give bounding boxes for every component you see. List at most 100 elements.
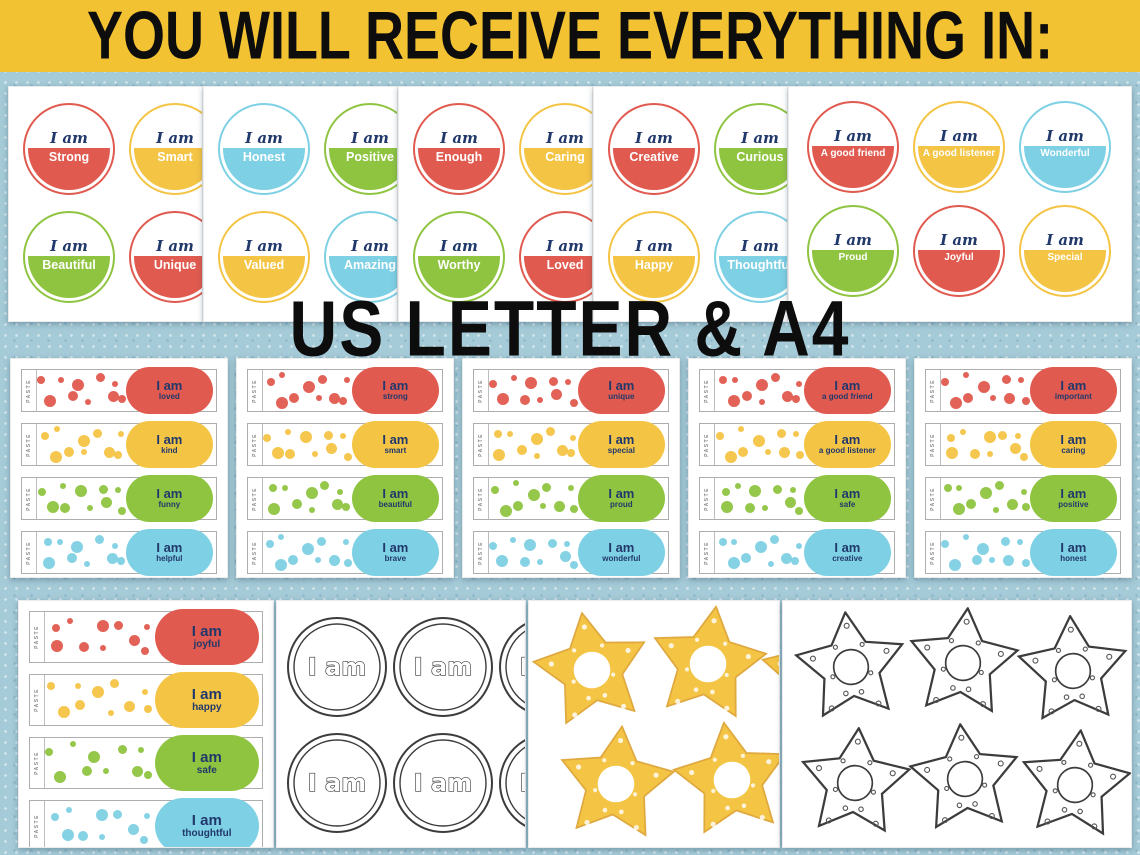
polka-dot [549, 377, 559, 387]
affirmation-word-band: Wonderful [1024, 146, 1106, 188]
polka-dot [302, 542, 315, 555]
strip-pill: I am unique [577, 367, 665, 414]
polka-dots [941, 424, 1031, 465]
paste-tab: PASTE [474, 478, 489, 519]
polka-dot [46, 500, 59, 513]
polka-dot [550, 388, 562, 400]
polka-dot [343, 452, 352, 461]
bracelet-strip: PASTE I am special [473, 421, 669, 468]
polka-dot [117, 744, 127, 754]
affirmation-word: Honest [242, 150, 286, 164]
polka-dot [1018, 377, 1025, 384]
strip-pill: I am positive [1029, 475, 1117, 522]
polka-dot [741, 390, 752, 401]
polka-dot [943, 483, 952, 492]
polka-dot [67, 390, 78, 401]
polka-dot [80, 448, 87, 455]
polka-dot [114, 450, 123, 459]
paste-tab: PASTE [700, 370, 715, 411]
affirmation-word: Valued [243, 258, 285, 272]
paste-tab: PASTE [926, 370, 941, 411]
polka-dot [92, 429, 102, 439]
affirmation-word: beautiful [378, 499, 413, 509]
polka-dot [78, 831, 89, 841]
affirmation-prefix: I am [940, 127, 978, 145]
affirmation-prefix: I am [50, 129, 88, 147]
polka-dots [263, 478, 353, 519]
strip-pill: I am funny [125, 475, 213, 522]
affirmation-circle-inner: I am Positive [329, 108, 397, 190]
polka-dot [285, 448, 296, 459]
polka-dot [37, 487, 46, 496]
affirmation-prefix: I am [834, 540, 861, 556]
polka-dot [738, 446, 749, 457]
polka-dot [128, 635, 140, 646]
affirmation-prefix: I am [546, 129, 584, 147]
affirmation-word-band: Strong [28, 148, 110, 190]
polka-dot [513, 480, 520, 487]
polka-dot [265, 539, 274, 548]
affirmation-word: proud [610, 499, 633, 509]
svg-text:I am: I am [308, 653, 367, 681]
affirmation-circle: I am Curious [714, 103, 787, 195]
polka-dot [976, 542, 989, 555]
star-shape [529, 602, 657, 728]
polka-dot [789, 487, 796, 494]
polka-dots [45, 738, 155, 788]
polka-dot [795, 381, 802, 388]
polka-dot [963, 392, 974, 403]
affirmation-prefix: I am [156, 486, 183, 502]
svg-text:I am: I am [414, 653, 473, 681]
bracelet-strip: PASTE I am honest [925, 529, 1121, 576]
affirmation-word-band: Caring [524, 148, 592, 190]
polka-dot [947, 433, 956, 442]
polka-dot [519, 556, 530, 567]
affirmation-circle-inner: I am Creative [613, 108, 695, 190]
polka-dot [144, 623, 151, 630]
affirmation-circle: I am Happy [608, 211, 700, 303]
affirmation-word-band: A good listener [918, 146, 1000, 188]
affirmation-prefix: I am [608, 378, 635, 394]
polka-dot [728, 395, 741, 407]
polka-dot [569, 398, 578, 407]
polka-dots [715, 532, 805, 573]
polka-dot [557, 444, 569, 456]
strip-pill: I am happy [154, 672, 259, 728]
bracelet-strip: PASTE I am joyful [29, 609, 263, 665]
polka-dot [567, 485, 574, 492]
bracelet-strip: PASTE I am important [925, 367, 1121, 414]
bracelet-strip: PASTE I am thoughtful [29, 798, 263, 847]
polka-dot [782, 390, 794, 402]
bracelet-strip: PASTE I am beautiful [247, 475, 443, 522]
polka-dot [962, 534, 969, 541]
polka-dot [53, 771, 66, 783]
affirmation-circle-inner: I am Unique [134, 216, 202, 298]
paste-tab: PASTE [248, 532, 263, 573]
polka-dot [509, 536, 516, 543]
polka-dot [117, 506, 126, 515]
paste-tab: PASTE [22, 424, 37, 465]
polka-dot [67, 617, 74, 624]
polka-dot [274, 559, 287, 572]
affirmation-prefix: I am [156, 237, 194, 255]
affirmation-word-band: Honest [223, 148, 305, 190]
paste-label: PASTE [704, 486, 710, 511]
affirmation-word: Happy [634, 258, 674, 272]
polka-dot [977, 380, 990, 393]
polka-dot [531, 432, 544, 445]
polka-dot [941, 377, 949, 386]
star-shape [1015, 612, 1130, 721]
polka-dot [84, 398, 91, 405]
polka-dot [767, 560, 774, 567]
polka-dot [569, 560, 578, 569]
bracelet-strips-page: PASTE I am a good friend PASTE I am a good l… [688, 358, 906, 578]
polka-dot [50, 640, 63, 652]
strip-pill: I am safe [803, 475, 891, 522]
paste-label: PASTE [930, 432, 936, 457]
polka-dot [993, 506, 1000, 513]
affirmation-prefix: I am [608, 540, 635, 556]
polka-dot [268, 503, 281, 515]
polka-dot [278, 534, 285, 541]
star-shape [797, 723, 914, 834]
polka-dot [60, 502, 71, 513]
